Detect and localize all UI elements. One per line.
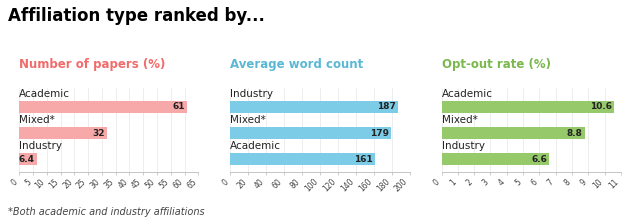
Text: Academic: Academic	[442, 89, 493, 99]
Text: Academic: Academic	[19, 89, 70, 99]
Text: 187: 187	[377, 102, 396, 111]
Text: Mixed*: Mixed*	[19, 115, 55, 125]
Text: 179: 179	[370, 129, 388, 137]
Text: Industry: Industry	[230, 89, 273, 99]
Bar	[442, 153, 549, 165]
Bar	[19, 153, 37, 165]
Text: 161: 161	[354, 155, 372, 164]
Bar	[19, 127, 108, 139]
Text: Mixed*: Mixed*	[230, 115, 266, 125]
Text: Affiliation type ranked by...: Affiliation type ranked by...	[8, 7, 264, 25]
Text: Industry: Industry	[19, 141, 62, 151]
Text: *Both academic and industry affiliations: *Both academic and industry affiliations	[8, 207, 204, 217]
Bar	[230, 153, 374, 165]
Text: 32: 32	[93, 129, 105, 137]
Text: Opt-out rate (%): Opt-out rate (%)	[442, 58, 550, 71]
Text: Number of papers (%): Number of papers (%)	[19, 58, 166, 71]
Text: Average word count: Average word count	[230, 58, 364, 71]
Text: 10.6: 10.6	[590, 102, 612, 111]
Bar	[19, 101, 188, 113]
Bar	[442, 127, 585, 139]
Text: Mixed*: Mixed*	[442, 115, 477, 125]
Bar	[230, 101, 398, 113]
Text: 6.4: 6.4	[19, 155, 35, 164]
Text: Academic: Academic	[230, 141, 282, 151]
Text: 6.6: 6.6	[531, 155, 547, 164]
Text: 61: 61	[173, 102, 185, 111]
Bar	[230, 127, 391, 139]
Text: 8.8: 8.8	[567, 129, 583, 137]
Bar	[442, 101, 614, 113]
Text: Industry: Industry	[442, 141, 484, 151]
